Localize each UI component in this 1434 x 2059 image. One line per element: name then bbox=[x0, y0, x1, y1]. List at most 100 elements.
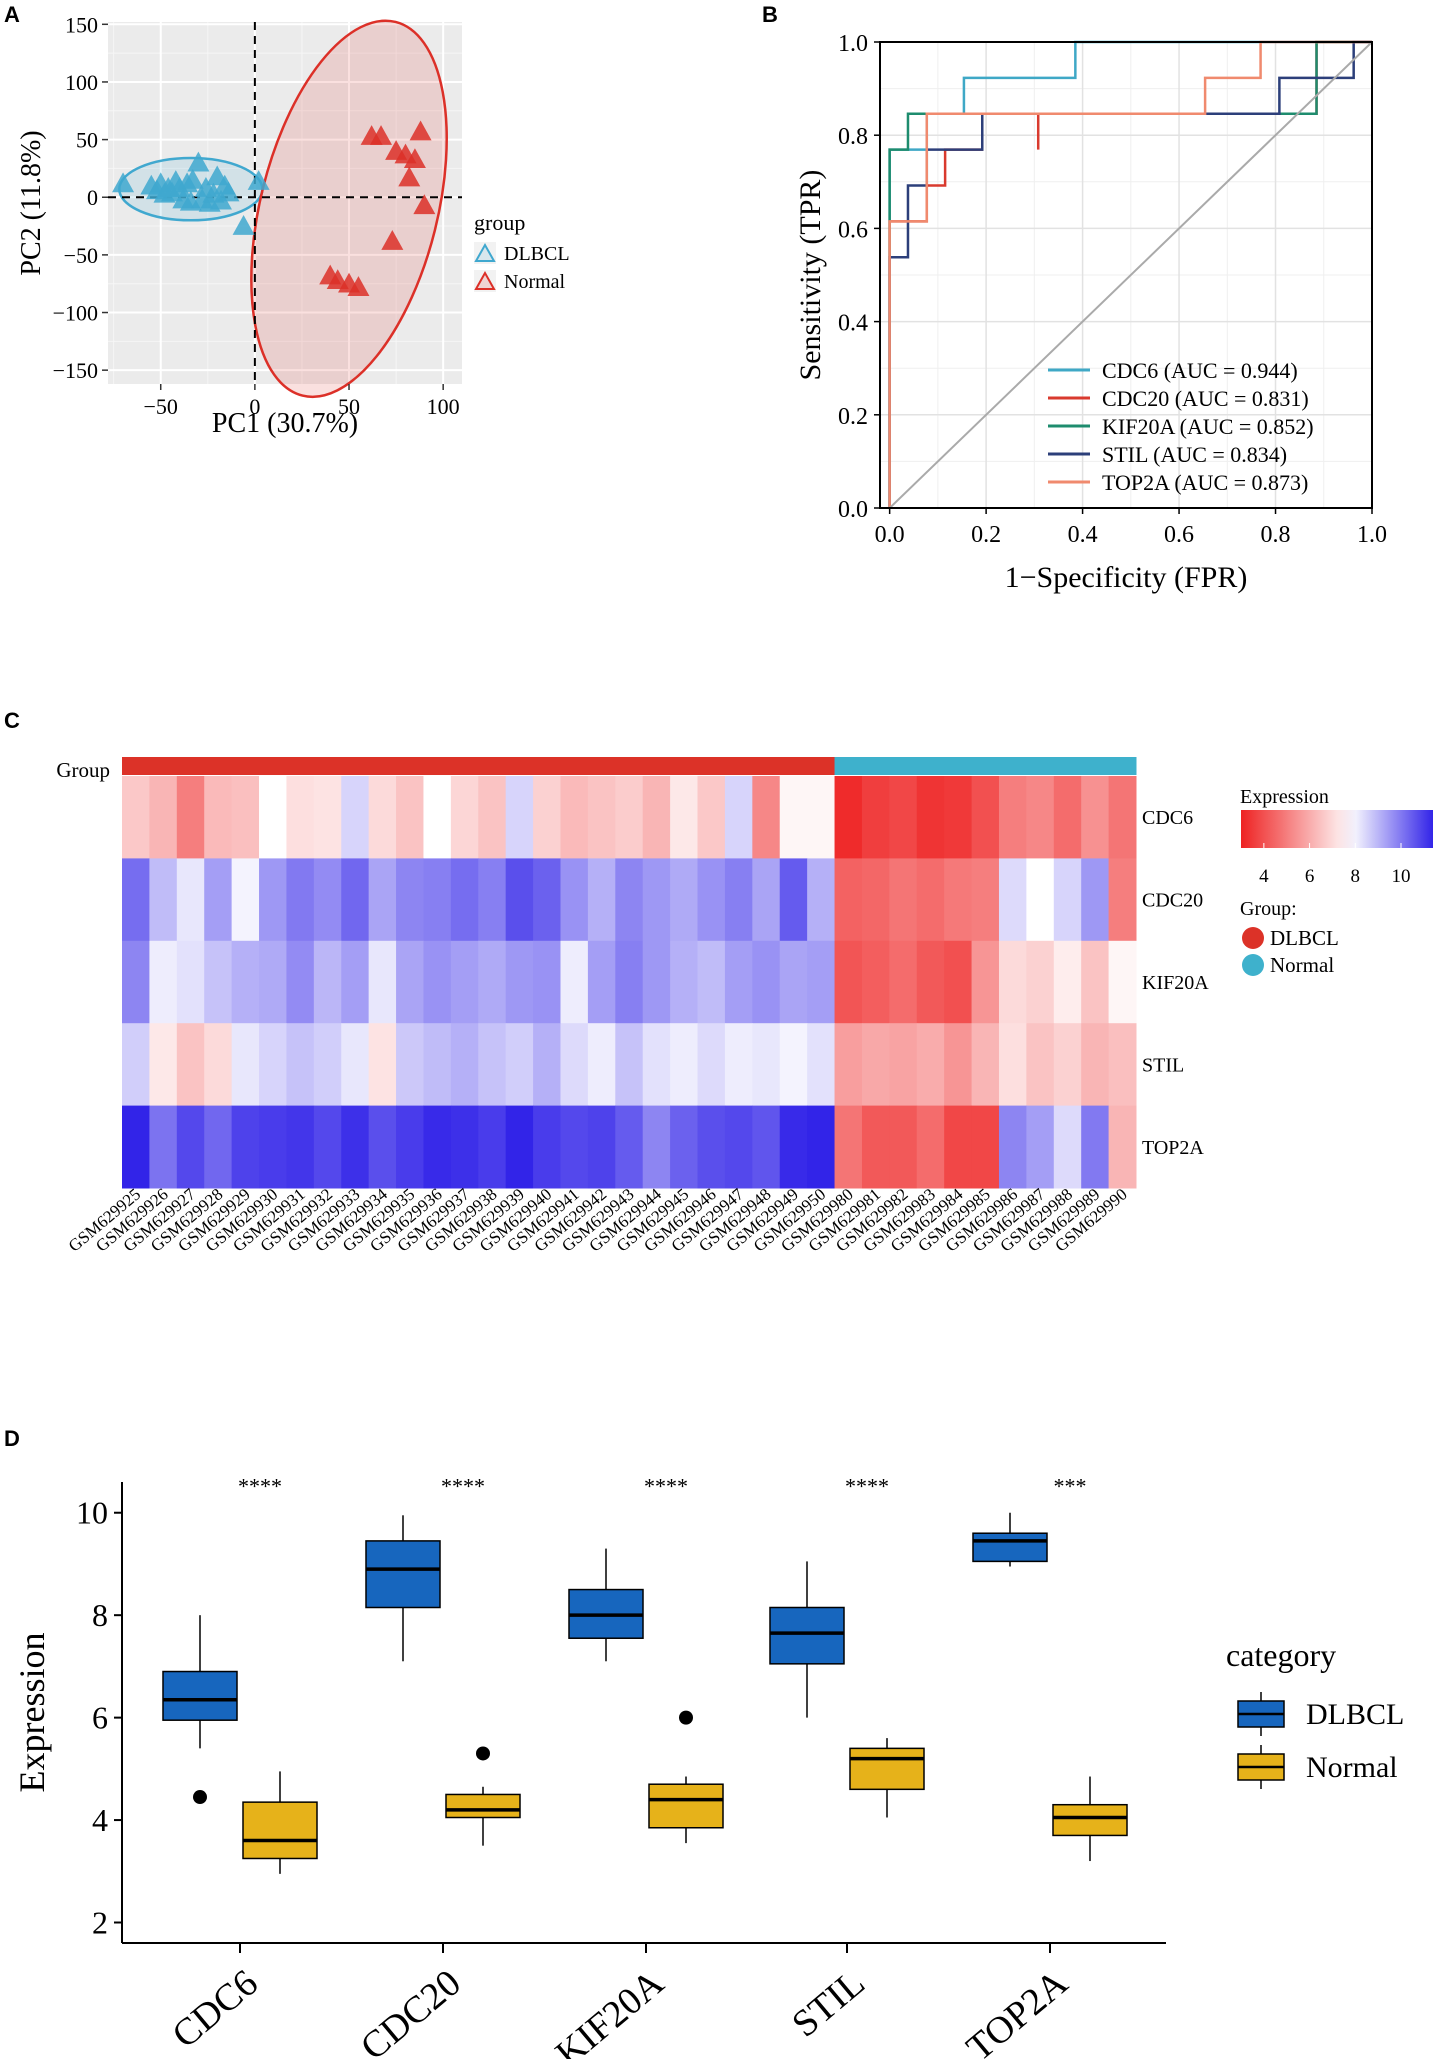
significance-label: **** bbox=[845, 1473, 889, 1498]
annotation-cell-normal bbox=[1026, 757, 1055, 775]
heatmap-cell bbox=[1081, 1105, 1110, 1189]
plot-border bbox=[879, 41, 1373, 509]
heatmap-cell bbox=[642, 776, 671, 859]
significance-label: **** bbox=[441, 1473, 485, 1498]
data-point-dlbcl bbox=[112, 172, 135, 193]
legend-label-stil: STIL (AUC = 0.834) bbox=[1102, 442, 1287, 467]
heatmap-cell bbox=[587, 940, 616, 1024]
heatmap-cell bbox=[560, 1105, 589, 1189]
heatmap-cell bbox=[944, 1105, 973, 1189]
colorbar-tick-label: 4 bbox=[1259, 866, 1269, 887]
x-tick-label: −50 bbox=[144, 394, 178, 419]
heatmap-cell bbox=[286, 776, 315, 859]
heatmap-cell bbox=[1026, 940, 1055, 1024]
annotation-cell-normal bbox=[916, 757, 945, 775]
heatmap-cell bbox=[368, 940, 397, 1024]
annotation-cell-normal bbox=[971, 757, 1000, 775]
heatmap-cell bbox=[697, 1023, 726, 1107]
panel-label-a: A bbox=[4, 2, 20, 27]
roc-curve-stil bbox=[888, 40, 1372, 508]
heatmap-cell bbox=[450, 1023, 479, 1107]
y-tick-label: −50 bbox=[64, 243, 98, 268]
heatmap-cell bbox=[1081, 858, 1110, 942]
x-tick-label: KIF20A bbox=[548, 1961, 672, 2059]
heatmap-cell bbox=[1108, 1023, 1137, 1107]
box-dlbcl bbox=[769, 1606, 845, 1665]
heatmap-cell bbox=[122, 776, 150, 859]
heatmap-cell bbox=[313, 776, 342, 859]
data-point-normal bbox=[347, 276, 370, 296]
heatmap-cell bbox=[368, 776, 397, 859]
heatmap-cell bbox=[752, 1023, 781, 1107]
annotation-cell-dlbcl bbox=[642, 757, 671, 775]
colorbar-tick-label: 10 bbox=[1392, 866, 1411, 887]
heatmap-cell bbox=[615, 1105, 644, 1189]
heatmap-cell bbox=[724, 776, 753, 859]
heatmap-cell bbox=[1081, 776, 1110, 859]
heatmap-cell bbox=[122, 1023, 150, 1107]
heatmap-cell bbox=[779, 940, 808, 1024]
heatmap-cell bbox=[313, 858, 342, 942]
heatmap-cell bbox=[944, 858, 973, 942]
legend-label-kif20a: KIF20A (AUC = 0.852) bbox=[1102, 414, 1314, 439]
heatmap-cell bbox=[889, 776, 918, 859]
x-tick-label: 0.2 bbox=[971, 522, 1001, 548]
heatmap-cell bbox=[341, 1105, 370, 1189]
panel-label-d: D bbox=[4, 1426, 20, 1451]
heatmap-cell bbox=[560, 776, 589, 859]
heatmap-cell bbox=[231, 940, 260, 1024]
expression-colorbar bbox=[1241, 810, 1433, 848]
annotation-cell-dlbcl bbox=[533, 757, 561, 775]
heatmap-cell bbox=[889, 940, 918, 1024]
x-axis-label: 1−Specificity (FPR) bbox=[1005, 561, 1248, 594]
y-tick-label: 2 bbox=[92, 1905, 108, 1941]
heatmap-cell bbox=[450, 858, 479, 942]
heatmap-cell bbox=[560, 1023, 589, 1107]
heatmap-cell bbox=[396, 858, 424, 942]
y-tick-label: 0.2 bbox=[838, 404, 868, 430]
y-tick-label: 8 bbox=[92, 1597, 108, 1633]
heatmap-cell bbox=[505, 1023, 534, 1107]
heatmap-cell bbox=[368, 858, 397, 942]
annotation-cell-dlbcl bbox=[313, 757, 342, 775]
y-tick-label: 50 bbox=[76, 128, 98, 153]
heatmap-cell bbox=[423, 1023, 452, 1107]
heatmap-cell bbox=[149, 1105, 178, 1189]
heatmap: GroupCDC6CDC20KIF20ASTILTOP2AGSM629925GS… bbox=[56, 757, 1433, 1256]
heatmap-cell bbox=[368, 1105, 397, 1189]
x-tick-label: 1.0 bbox=[1357, 522, 1387, 548]
annotation-cell-dlbcl bbox=[752, 757, 781, 775]
annotation-cell-normal bbox=[998, 757, 1027, 775]
y-tick-label: 10 bbox=[76, 1495, 108, 1531]
annotation-cell-dlbcl bbox=[478, 757, 507, 775]
heatmap-cell bbox=[861, 1105, 890, 1189]
heatmap-cell bbox=[670, 1105, 699, 1189]
data-point-normal bbox=[413, 194, 436, 215]
heatmap-cell bbox=[1108, 1105, 1137, 1189]
heatmap-cell bbox=[642, 940, 671, 1024]
heatmap-cell bbox=[259, 858, 287, 942]
legend-label-cdc6: CDC6 (AUC = 0.944) bbox=[1102, 358, 1298, 383]
heatmap-cell bbox=[916, 940, 945, 1024]
heatmap-cell bbox=[889, 1023, 918, 1107]
annotation-cell-normal bbox=[834, 757, 863, 775]
annotation-label: Group bbox=[56, 758, 110, 782]
heatmap-cell bbox=[971, 776, 1000, 859]
heatmap-cell bbox=[286, 1105, 315, 1189]
colorbar-tick-label: 6 bbox=[1305, 866, 1315, 887]
annotation-cell-dlbcl bbox=[560, 757, 589, 775]
annotation-cell-dlbcl bbox=[341, 757, 370, 775]
x-tick-label: CDC6 bbox=[164, 1962, 265, 2057]
heatmap-cell bbox=[615, 858, 644, 942]
legend-dot-normal bbox=[1242, 954, 1264, 976]
heatmap-cell bbox=[204, 776, 233, 859]
annotation-cell-dlbcl bbox=[587, 757, 616, 775]
heatmap-cell bbox=[615, 1023, 644, 1107]
heatmap-cell bbox=[752, 776, 781, 859]
heatmap-cell bbox=[396, 1105, 424, 1189]
x-tick-label: 0.4 bbox=[1068, 522, 1098, 548]
heatmap-cell bbox=[1053, 940, 1082, 1024]
heatmap-cell bbox=[944, 940, 973, 1024]
heatmap-cell bbox=[1108, 940, 1137, 1024]
box-dlbcl bbox=[365, 1540, 441, 1609]
